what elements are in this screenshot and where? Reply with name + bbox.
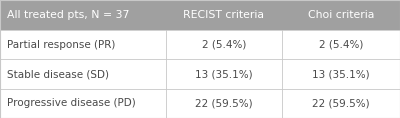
Text: All treated pts, N = 37: All treated pts, N = 37 [7, 10, 130, 20]
Text: 13 (35.1%): 13 (35.1%) [312, 69, 370, 79]
Text: Stable disease (SD): Stable disease (SD) [7, 69, 109, 79]
Bar [0, 59, 400, 89]
Text: 2 (5.4%): 2 (5.4%) [319, 40, 363, 50]
Bar [0, 30, 400, 59]
Text: RECIST criteria: RECIST criteria [184, 10, 264, 20]
Text: 22 (59.5%): 22 (59.5%) [312, 98, 370, 108]
Text: 22 (59.5%): 22 (59.5%) [195, 98, 253, 108]
Text: Choi criteria: Choi criteria [308, 10, 374, 20]
Bar [0, 0, 400, 30]
Text: Partial response (PR): Partial response (PR) [7, 40, 116, 50]
Text: 2 (5.4%): 2 (5.4%) [202, 40, 246, 50]
Bar [0, 89, 400, 118]
Text: Progressive disease (PD): Progressive disease (PD) [7, 98, 136, 108]
Text: 13 (35.1%): 13 (35.1%) [195, 69, 253, 79]
